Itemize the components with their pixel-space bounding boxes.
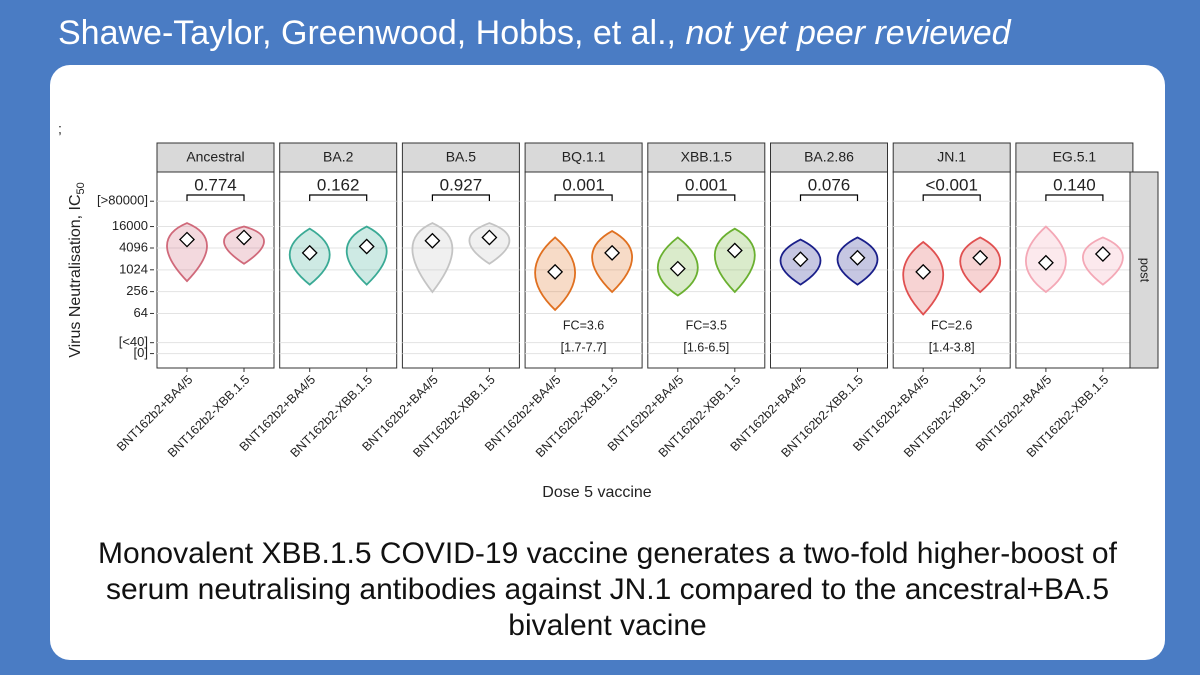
caption: Monovalent XBB.1.5 COVID-19 vaccine gene… xyxy=(98,537,1117,642)
slide-header: Shawe-Taylor, Greenwood, Hobbs, et al., … xyxy=(58,14,1011,53)
mean-diamond xyxy=(1037,254,1054,271)
mean-diamond xyxy=(792,251,809,268)
facet-title: EG.5.1 xyxy=(1053,149,1097,165)
mean-diamond xyxy=(424,232,441,249)
facet-strip xyxy=(647,142,766,173)
mean-diamond xyxy=(358,238,375,255)
fold-change-ci: [1.6-6.5] xyxy=(683,340,729,354)
p-value: 0.162 xyxy=(317,175,360,194)
fold-change-ci: [1.7-7.7] xyxy=(561,340,607,354)
row-strip xyxy=(1129,171,1159,369)
mean-diamond xyxy=(972,249,989,266)
mean-diamond xyxy=(1094,245,1111,262)
fold-change: FC=2.6 xyxy=(931,318,972,332)
facet-strip xyxy=(892,142,1011,173)
p-bracket xyxy=(309,194,368,201)
facet-title: Ancestral xyxy=(186,149,244,165)
row-strip-label: post xyxy=(1138,258,1153,283)
facet-title: JN.1 xyxy=(937,149,966,165)
violin xyxy=(345,225,388,286)
p-bracket xyxy=(186,194,245,201)
facet-title: BA.2 xyxy=(323,149,354,165)
p-bracket xyxy=(922,194,981,201)
p-bracket xyxy=(799,194,859,201)
violin xyxy=(411,222,454,294)
p-value: 0.001 xyxy=(685,175,728,194)
facet-title: XBB.1.5 xyxy=(681,149,733,165)
authors: Shawe-Taylor, Greenwood, Hobbs, et al., xyxy=(58,14,676,52)
p-value: 0.774 xyxy=(194,175,237,194)
mean-diamond xyxy=(669,260,686,277)
y-label: Virus Neutralisation, IC xyxy=(67,194,84,357)
facet-strip xyxy=(279,142,398,173)
x-axis-title: Dose 5 vaccine xyxy=(542,484,651,501)
facet-title: BQ.1.1 xyxy=(562,149,606,165)
facet-title: BA.5 xyxy=(446,149,477,165)
p-bracket xyxy=(554,194,613,201)
mean-diamond xyxy=(849,249,866,266)
facet-strip xyxy=(1015,142,1134,173)
p-value: 0.927 xyxy=(440,175,483,194)
p-value: <0.001 xyxy=(925,175,977,194)
y-tick-label: 256 xyxy=(126,283,148,298)
y-tick-label: 64 xyxy=(134,305,148,320)
p-bracket xyxy=(677,194,736,201)
facet-title: BA.2.86 xyxy=(804,149,854,165)
mean-diamond xyxy=(179,231,195,248)
facet-strip xyxy=(156,142,275,173)
y-tick-label: [<40] xyxy=(119,334,148,349)
y-tick-label: 4096 xyxy=(119,239,148,254)
y-tick-label: 16000 xyxy=(112,218,148,233)
y-label-sub: 50 xyxy=(75,182,87,194)
fold-change-ci: [1.4-3.8] xyxy=(929,340,975,354)
mean-diamond xyxy=(547,263,564,280)
mean-diamond xyxy=(301,244,318,261)
mean-diamond xyxy=(915,263,932,280)
facet-strip xyxy=(524,142,643,173)
p-value: 0.001 xyxy=(562,175,605,194)
corner-mark: ; xyxy=(58,121,62,137)
review-note: not yet peer reviewed xyxy=(685,14,1011,52)
p-bracket xyxy=(431,194,490,201)
fold-change: FC=3.5 xyxy=(686,318,727,332)
violin xyxy=(591,230,633,294)
mean-diamond xyxy=(726,242,743,259)
p-bracket xyxy=(1045,194,1104,201)
y-axis-title: Virus Neutralisation, IC50 xyxy=(67,182,87,358)
y-tick-label: [0] xyxy=(134,345,148,360)
violin xyxy=(713,227,756,294)
mean-diamond xyxy=(481,229,498,246)
y-tick-label: 1024 xyxy=(119,261,148,276)
violin xyxy=(166,222,208,283)
mean-diamond xyxy=(604,244,621,261)
p-value: 0.076 xyxy=(808,175,851,194)
mean-diamond xyxy=(236,229,252,246)
fold-change: FC=3.6 xyxy=(563,318,604,332)
p-value: 0.140 xyxy=(1053,175,1096,194)
y-tick-label: [>80000] xyxy=(97,193,148,208)
